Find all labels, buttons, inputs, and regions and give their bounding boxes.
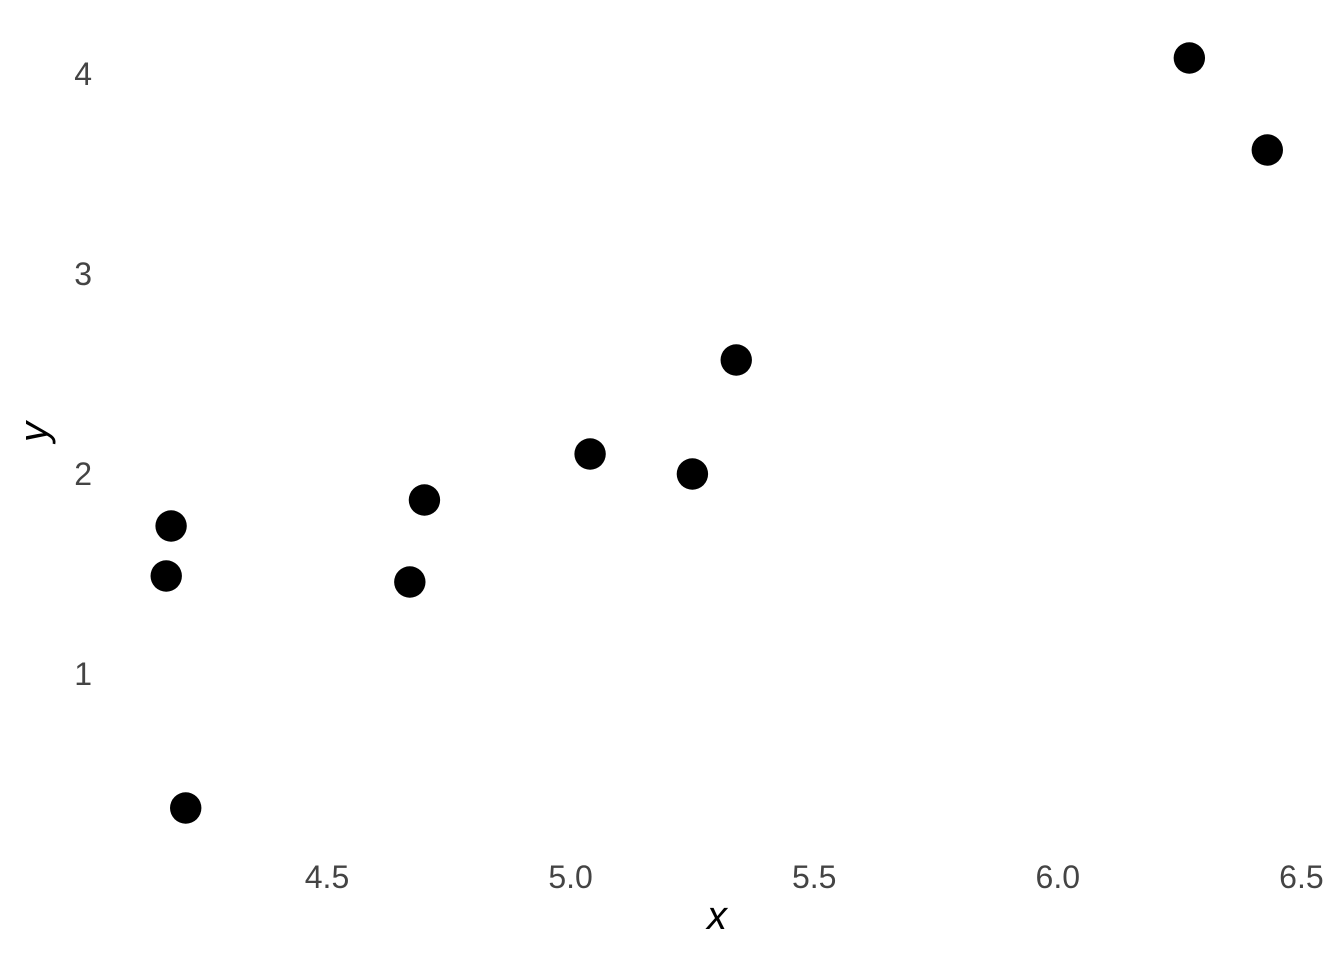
data-point bbox=[408, 484, 441, 516]
data-point bbox=[1173, 42, 1206, 74]
y-axis-title: y bbox=[12, 422, 56, 442]
data-point bbox=[150, 560, 182, 592]
data-point bbox=[170, 792, 202, 824]
data-point bbox=[1251, 134, 1283, 166]
x-tick-label: 6.0 bbox=[1036, 859, 1080, 895]
x-tick-label: 5.5 bbox=[792, 859, 836, 895]
data-point bbox=[155, 510, 187, 542]
y-tick-label: 1 bbox=[74, 656, 92, 692]
data-point bbox=[676, 458, 709, 490]
data-point bbox=[574, 438, 606, 470]
x-tick-label: 6.5 bbox=[1279, 859, 1323, 895]
y-tick-label: 3 bbox=[74, 256, 92, 292]
x-axis-title: x bbox=[707, 894, 727, 938]
data-point bbox=[394, 566, 426, 598]
y-tick-label: 4 bbox=[74, 56, 92, 92]
y-tick-label: 2 bbox=[74, 456, 92, 492]
x-tick-label: 5.0 bbox=[548, 859, 592, 895]
data-point bbox=[720, 344, 752, 376]
x-tick-label: 4.5 bbox=[305, 859, 349, 895]
